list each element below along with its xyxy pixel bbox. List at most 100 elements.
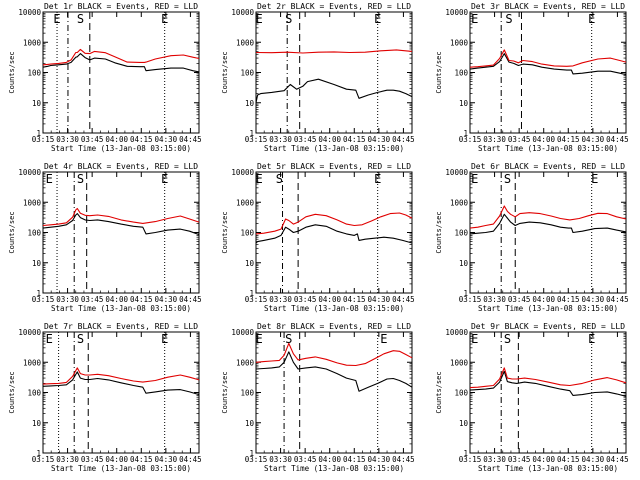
x-tick-label: 03:30: [483, 135, 506, 144]
chart-panel-1: Det 1r BLACK = Events, RED = LLD 1 10 100 10…: [8, 2, 202, 153]
x-tick-label: 03:15: [459, 295, 482, 304]
y-axis-label: Counts/sec: [435, 371, 443, 413]
chart-panel-7: Det 7r BLACK = Events, RED = LLD 1 10 100 10…: [8, 322, 202, 473]
x-tick-label: 04:15: [557, 455, 580, 464]
y-tick-label: 1000: [450, 38, 469, 47]
interval-marker-e: E: [46, 172, 53, 186]
x-axis-label: Start Time (13-Jan-08 03:15:00): [51, 304, 191, 313]
x-tick-label: 04:15: [130, 455, 153, 464]
x-tick-label: 03:30: [269, 455, 292, 464]
interval-marker-e: E: [256, 172, 263, 186]
x-tick-label: 03:45: [81, 455, 104, 464]
interval-marker-e: E: [53, 12, 60, 26]
interval-marker-e: E: [591, 172, 598, 186]
y-tick-label: 1: [36, 289, 41, 298]
y-axis-label: Counts/sec: [8, 51, 16, 93]
y-tick-label: 10000: [231, 8, 254, 17]
x-tick-label: 04:15: [343, 135, 366, 144]
y-tick-label: 10: [245, 259, 255, 268]
x-tick-label: 03:45: [294, 295, 317, 304]
series-line-lld: [42, 367, 200, 385]
y-tick-label: 10: [32, 259, 42, 268]
chart-title: Det 2r BLACK = Events, RED = LLD: [257, 2, 411, 11]
x-tick-label: 04:45: [606, 135, 629, 144]
y-tick-label: 100: [454, 229, 468, 238]
series-line-lld: [42, 207, 200, 227]
y-tick-label: 100: [27, 229, 41, 238]
y-tick-label: 100: [454, 69, 468, 78]
y-axis-label: Counts/sec: [221, 371, 229, 413]
y-tick-label: 10000: [445, 8, 468, 17]
y-tick-label: 1: [463, 289, 468, 298]
series-line-lld: [469, 367, 627, 389]
chart-title: Det 7r BLACK = Events, RED = LLD: [44, 322, 198, 331]
y-tick-label: 100: [454, 389, 468, 398]
series-line-events: [42, 371, 200, 396]
interval-marker-s: S: [504, 332, 511, 346]
plot-frame: [469, 11, 627, 134]
x-tick-label: 03:30: [56, 295, 79, 304]
x-tick-label: 04:45: [179, 135, 202, 144]
x-tick-label: 04:00: [532, 455, 555, 464]
series-line-events: [469, 53, 627, 76]
interval-marker-e: E: [46, 332, 53, 346]
x-tick-label: 04:45: [392, 295, 415, 304]
x-tick-label: 04:30: [582, 455, 605, 464]
y-tick-label: 10: [459, 259, 469, 268]
y-tick-label: 100: [27, 69, 41, 78]
x-tick-label: 03:15: [245, 135, 268, 144]
x-tick-label: 04:45: [179, 455, 202, 464]
y-tick-label: 1000: [23, 358, 42, 367]
interval-marker-e: E: [256, 332, 263, 346]
x-axis-label: Start Time (13-Jan-08 03:15:00): [478, 144, 618, 153]
interval-marker-s: S: [77, 12, 84, 26]
x-axis-label: Start Time (13-Jan-08 03:15:00): [478, 464, 618, 473]
interval-marker-e: E: [471, 12, 478, 26]
x-axis-label: Start Time (13-Jan-08 03:15:00): [478, 304, 618, 313]
y-tick-label: 1000: [236, 358, 255, 367]
y-tick-label: 1000: [23, 38, 42, 47]
y-tick-label: 10000: [18, 328, 41, 337]
interval-marker-s: S: [276, 172, 283, 186]
x-tick-label: 04:45: [392, 455, 415, 464]
x-tick-label: 04:45: [392, 135, 415, 144]
chart-title: Det 3r BLACK = Events, RED = LLD: [471, 2, 625, 11]
plot-frame: [255, 171, 413, 294]
plot-frame: [255, 11, 413, 134]
interval-marker-s: S: [285, 332, 292, 346]
y-tick-label: 1000: [450, 358, 469, 367]
y-tick-label: 10: [245, 99, 255, 108]
x-tick-label: 03:45: [508, 295, 531, 304]
series-line-lld: [255, 49, 413, 54]
x-tick-label: 03:15: [459, 135, 482, 144]
y-tick-label: 1: [249, 449, 254, 458]
y-tick-label: 1000: [23, 198, 42, 207]
chart-title: Det 9r BLACK = Events, RED = LLD: [471, 322, 625, 331]
x-tick-label: 04:15: [343, 455, 366, 464]
x-tick-label: 04:45: [606, 295, 629, 304]
x-tick-label: 03:45: [508, 135, 531, 144]
plot-frame: [469, 171, 627, 294]
x-tick-label: 04:15: [343, 295, 366, 304]
x-axis-label: Start Time (13-Jan-08 03:15:00): [264, 464, 404, 473]
x-tick-label: 04:00: [318, 295, 341, 304]
x-axis-label: Start Time (13-Jan-08 03:15:00): [264, 144, 404, 153]
y-tick-label: 10000: [445, 328, 468, 337]
x-tick-label: 04:30: [368, 455, 391, 464]
x-tick-label: 04:30: [155, 455, 178, 464]
y-tick-label: 100: [27, 389, 41, 398]
interval-marker-e: E: [471, 332, 478, 346]
x-tick-label: 04:30: [155, 135, 178, 144]
chart-title: Det 4r BLACK = Events, RED = LLD: [44, 162, 198, 171]
x-tick-label: 03:45: [294, 455, 317, 464]
chart-title: Det 6r BLACK = Events, RED = LLD: [471, 162, 625, 171]
y-tick-label: 1: [463, 129, 468, 138]
x-tick-label: 03:30: [269, 295, 292, 304]
series-line-lld: [255, 212, 413, 235]
x-tick-label: 03:15: [245, 455, 268, 464]
x-tick-label: 04:00: [318, 135, 341, 144]
x-tick-label: 04:00: [105, 455, 128, 464]
x-tick-label: 04:15: [557, 295, 580, 304]
y-tick-label: 100: [240, 229, 254, 238]
